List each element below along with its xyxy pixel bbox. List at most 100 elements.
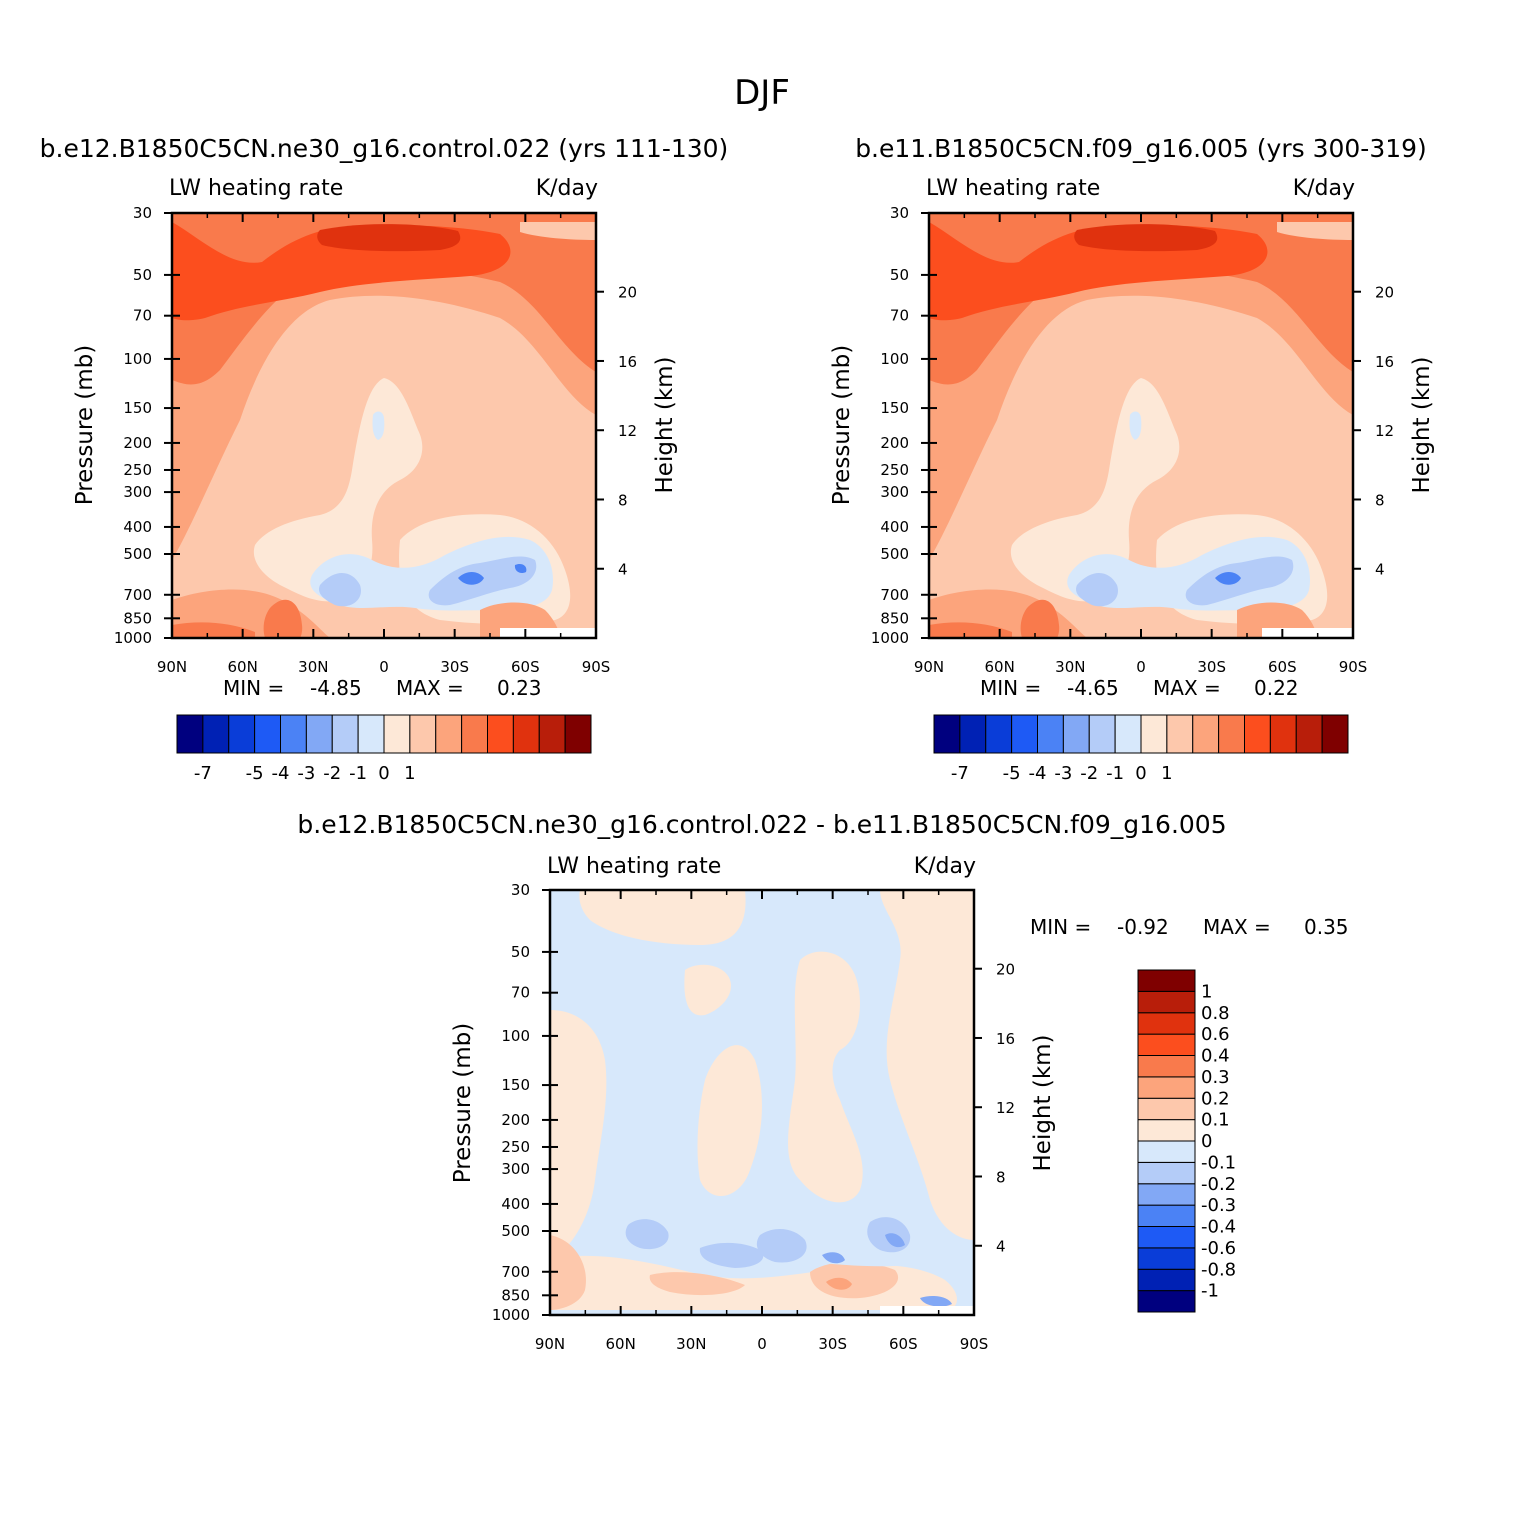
x-tick-label: 30N (676, 1335, 706, 1353)
colorbar-swatch (409, 714, 437, 754)
region-low-coolest (458, 563, 527, 585)
region-missing (880, 1306, 974, 1315)
x-tick-label: 60S (511, 658, 540, 676)
colorbar-label: 0.4 (1201, 1046, 1230, 1067)
y2-tick-label: 16 (618, 353, 637, 371)
colorbar-swatch (1137, 1140, 1196, 1163)
y-tick-label: 300 (880, 483, 909, 501)
x-tick-label: 60N (606, 1335, 636, 1353)
colorbar-label: -3 (1054, 763, 1072, 784)
colorbar-label: -0.2 (1201, 1174, 1236, 1195)
y-tick-label: 1000 (492, 1306, 530, 1324)
max-value: 0.35 (1304, 915, 1349, 939)
colorbar-swatch (202, 714, 230, 754)
colorbar-swatch (305, 714, 333, 754)
colorbar-swatch (176, 714, 204, 754)
max-value: 0.22 (1254, 676, 1299, 700)
colorbar-swatch (538, 714, 566, 754)
colorbar-swatch (461, 714, 488, 754)
y2-tick-label: 20 (1375, 284, 1394, 302)
y-tick-label: 400 (123, 518, 152, 536)
max-label: MAX = (396, 676, 464, 700)
region-lower-hot (826, 1277, 852, 1290)
colorbar-swatch (435, 714, 463, 754)
region-max-core (317, 224, 461, 252)
panel-title: b.e12.B1850C5CN.ne30_g16.control.022 (yr… (40, 134, 729, 163)
region-surface-warmer (929, 599, 1060, 638)
colorbar-swatch (1137, 990, 1196, 1014)
region-upper-right-pale (520, 222, 596, 240)
panel-model-a: b.e12.B1850C5CN.ne30_g16.control.022 (yr… (40, 134, 729, 784)
y-tick-label: 50 (890, 266, 909, 284)
x-tick-label: 60S (1268, 658, 1297, 676)
colorbar-label: 1 (404, 763, 415, 784)
colorbar-label: -0.4 (1201, 1217, 1236, 1238)
y-tick-label: 250 (501, 1138, 530, 1156)
colorbar-label: -3 (297, 763, 315, 784)
x-tick-label: 90N (914, 658, 944, 676)
min-label: MIN = (980, 676, 1041, 700)
colorbar-label: -2 (323, 763, 341, 784)
colorbar-swatch (1114, 714, 1142, 754)
y-tick-label: 850 (880, 609, 909, 627)
y-tick-label: 50 (511, 943, 530, 961)
y2-tick-label: 20 (996, 961, 1015, 979)
y2-tick-label: 12 (618, 422, 637, 440)
colorbar-swatch (254, 714, 281, 754)
region-right-positive (880, 890, 974, 1240)
colorbar-swatch (1037, 714, 1064, 754)
colorbar-label: -0.1 (1201, 1152, 1236, 1173)
region-upper-right-pale (1277, 222, 1353, 240)
y2-tick-label: 20 (618, 284, 637, 302)
y-tick-label: 30 (511, 881, 530, 899)
colorbar-label: -1 (349, 763, 367, 784)
colorbar-swatch (1011, 714, 1038, 754)
y-tick-label: 400 (880, 518, 909, 536)
y-tick-label: 250 (880, 461, 909, 479)
axes: 90N 60N 30N 0 30S 60S 90S 30 50 70 100 150 200 250 300… (114, 204, 637, 676)
y2-axis-title: Height (km) (652, 356, 678, 493)
y-axis-title: Pressure (mb) (450, 1023, 476, 1183)
min-value: -4.65 (1067, 676, 1119, 700)
colorbar-swatch (1137, 1119, 1196, 1142)
region-mid-positive-a (684, 964, 731, 1016)
colorbar-swatch (228, 714, 256, 754)
y2-axis-title: Height (km) (1030, 1034, 1056, 1171)
colorbar-swatch (564, 714, 592, 754)
x-tick-label: 90S (1339, 658, 1368, 676)
colorbar-swatch (1166, 714, 1194, 754)
y-tick-label: 500 (501, 1222, 530, 1240)
colorbar-label: -5 (246, 763, 264, 784)
y-tick-label: 700 (501, 1263, 530, 1281)
x-tick-label: 90N (157, 658, 187, 676)
y2-tick-label: 12 (1375, 422, 1394, 440)
colorbar-swatch (331, 714, 359, 754)
colorbar-swatch (1062, 714, 1090, 754)
colorbar-label: 1 (1161, 763, 1172, 784)
y-tick-label: 500 (123, 545, 152, 563)
colorbar-label: 0.6 (1201, 1024, 1230, 1045)
y-tick-label: 70 (890, 307, 909, 325)
colorbar-label: 0.8 (1201, 1003, 1230, 1024)
colorbar-swatch (1269, 714, 1297, 754)
y-tick-label: 50 (133, 266, 152, 284)
x-tick-label: 0 (757, 1335, 767, 1353)
colorbar-swatch (357, 714, 385, 754)
max-label: MAX = (1203, 915, 1271, 939)
y2-tick-label: 4 (618, 561, 628, 579)
y-axis-title: Pressure (mb) (72, 345, 98, 505)
x-tick-label: 30N (298, 658, 328, 676)
region-pocket-cool (1129, 411, 1142, 440)
y-tick-label: 150 (123, 399, 152, 417)
y-tick-label: 400 (501, 1195, 530, 1213)
min-label: MIN = (1030, 915, 1091, 939)
y-tick-label: 300 (123, 483, 152, 501)
colorbar: -7 -5 -4 -3 -2 -1 0 1 (176, 714, 592, 784)
axes: 90N 60N 30N 0 30S 60S 90S 30 50 70 100 150 200 250 300… (871, 204, 1394, 676)
y-tick-label: 100 (501, 1027, 530, 1045)
region-missing (500, 628, 596, 638)
colorbar-swatch (1137, 1012, 1196, 1035)
colorbar-label: -5 (1003, 763, 1021, 784)
min-value: -4.85 (310, 676, 362, 700)
colorbar-label: -1 (1201, 1281, 1219, 1302)
